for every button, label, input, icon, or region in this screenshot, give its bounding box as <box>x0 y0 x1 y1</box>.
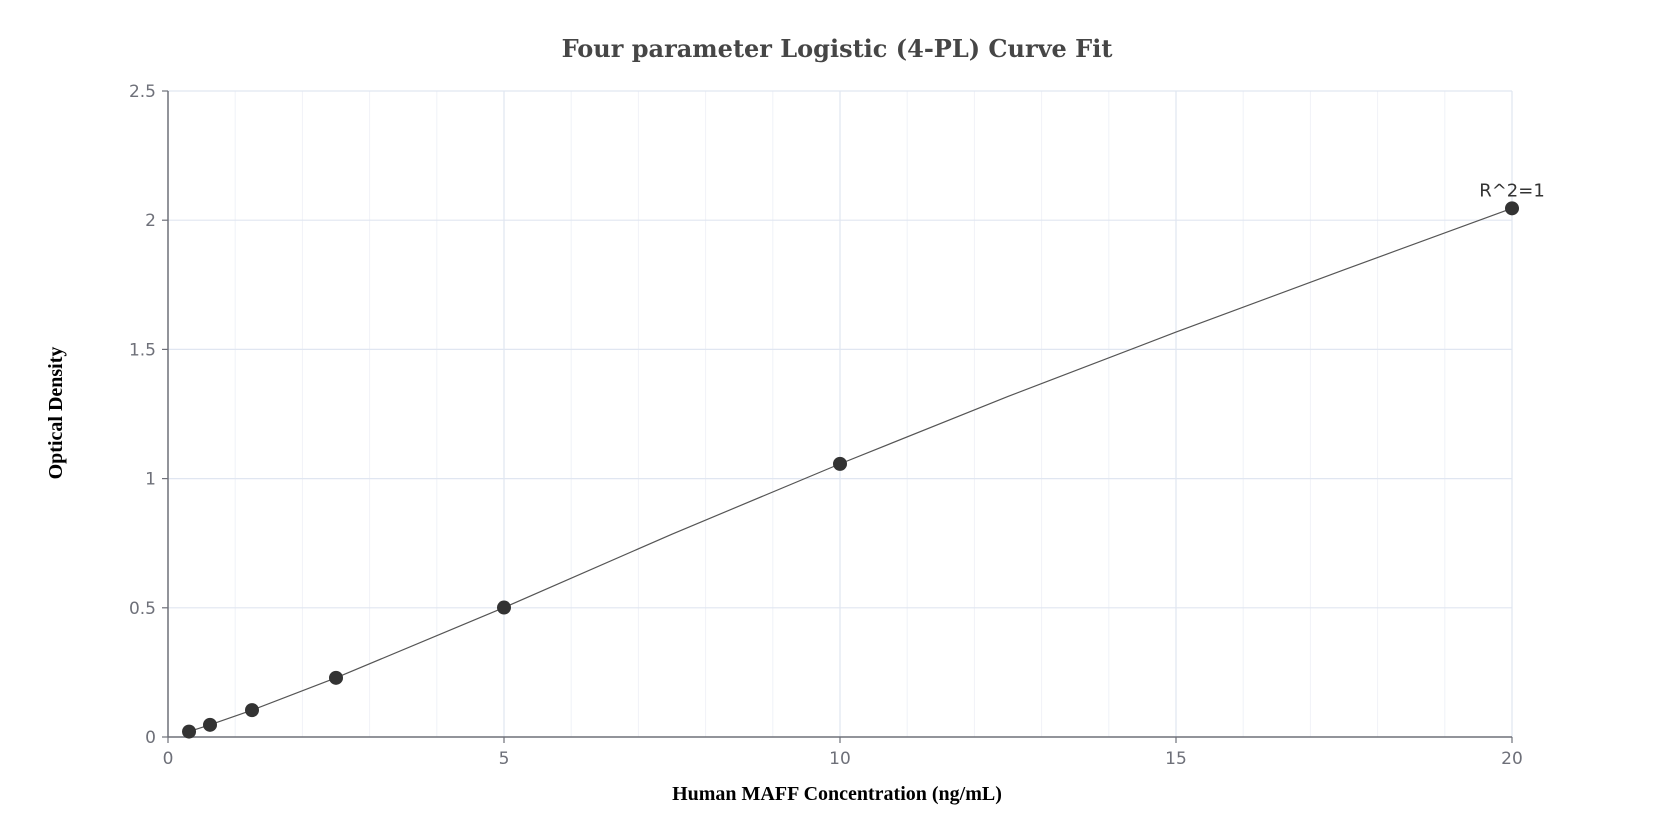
x-tick-label: 5 <box>499 749 510 769</box>
x-tick-label: 15 <box>1165 749 1187 769</box>
data-point <box>1505 201 1519 216</box>
data-point <box>833 456 847 471</box>
x-axis-label: Human MAFF Concentration (ng/mL) <box>672 783 1002 805</box>
data-point <box>182 724 197 739</box>
data-point <box>329 670 343 685</box>
data-point <box>497 600 511 615</box>
y-tick-label: 1.5 <box>129 340 156 360</box>
y-tick-label: 0.5 <box>129 599 156 619</box>
grid <box>168 90 1513 737</box>
chart-title: Four parameter Logistic (4-PL) Curve Fit <box>562 34 1113 63</box>
fit-curve <box>188 207 1513 733</box>
annotations: R^2=1 <box>1479 180 1545 201</box>
data-points <box>182 201 1519 739</box>
r-squared-annotation: R^2=1 <box>1479 180 1545 201</box>
x-axis-ticks: 0 5 10 15 20 <box>163 737 1523 769</box>
y-tick-label: 1 <box>145 470 156 490</box>
y-axis-label: Optical Density <box>45 347 67 480</box>
x-tick-label: 10 <box>829 749 851 769</box>
data-point <box>203 717 217 732</box>
data-point <box>245 703 259 718</box>
y-tick-label: 0 <box>145 728 156 748</box>
x-tick-label: 0 <box>163 749 174 769</box>
x-tick-label: 20 <box>1501 749 1523 769</box>
y-axis-ticks: 0 0.5 1 1.5 2 2.5 <box>129 82 168 748</box>
y-tick-label: 2 <box>145 211 156 231</box>
y-tick-label: 2.5 <box>129 82 156 102</box>
